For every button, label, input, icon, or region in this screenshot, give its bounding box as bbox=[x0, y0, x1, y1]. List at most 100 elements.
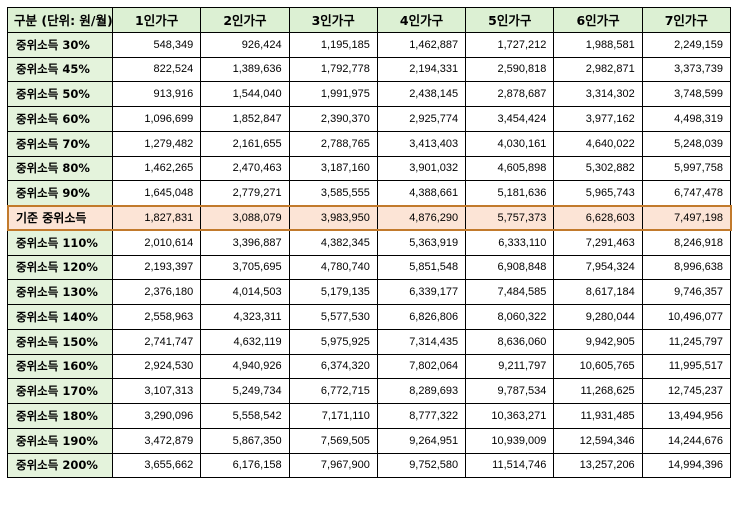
cell-4-person: 9,752,580 bbox=[376, 452, 467, 479]
row-label: 중위소득 50% bbox=[7, 81, 113, 107]
table-row: 중위소득 90% 1,645,048 2,779,271 3,585,555 4,388… bbox=[7, 180, 732, 206]
cell-5-person: 1,727,212 bbox=[465, 31, 555, 58]
cell-1-person: 1,462,265 bbox=[111, 155, 202, 182]
cell-3-person: 5,975,925 bbox=[288, 328, 378, 355]
cell-5-person: 9,211,797 bbox=[465, 353, 555, 380]
table-row: 중위소득 110% 2,010,614 3,396,887 4,382,345 5,36… bbox=[7, 229, 732, 256]
cell-6-person: 1,988,581 bbox=[553, 31, 643, 58]
table-row: 중위소득 80% 1,462,265 2,470,463 3,187,160 3,901… bbox=[7, 155, 732, 182]
cell-3-person: 3,983,950 bbox=[288, 205, 378, 231]
cell-7-person: 5,997,758 bbox=[641, 155, 732, 182]
row-label: 중위소득 30% bbox=[7, 31, 113, 58]
cell-5-person: 8,636,060 bbox=[465, 328, 555, 355]
row-label: 중위소득 80% bbox=[7, 155, 113, 182]
cell-3-person: 3,585,555 bbox=[288, 180, 378, 206]
cell-6-person: 5,965,743 bbox=[553, 180, 643, 206]
row-label: 중위소득 200% bbox=[7, 452, 113, 479]
cell-7-person: 5,248,039 bbox=[641, 130, 732, 157]
cell-5-person: 2,878,687 bbox=[465, 81, 555, 107]
cell-6-person: 2,982,871 bbox=[553, 56, 643, 83]
table-row: 중위소득 120% 2,193,397 3,705,695 4,780,740 5,85… bbox=[7, 254, 732, 281]
cell-7-person: 8,996,638 bbox=[641, 254, 732, 281]
cell-2-person: 3,396,887 bbox=[200, 229, 290, 256]
table-row: 중위소득 200% 3,655,662 6,176,158 7,967,900 9,75… bbox=[7, 452, 732, 479]
cell-2-person: 1,852,847 bbox=[200, 106, 290, 132]
cell-4-person: 3,901,032 bbox=[376, 155, 467, 182]
cell-1-person: 3,290,096 bbox=[111, 403, 202, 429]
cell-7-person: 2,249,159 bbox=[641, 31, 732, 58]
header-5-person: 5인가구 bbox=[465, 7, 555, 33]
cell-5-person: 5,757,373 bbox=[465, 205, 555, 231]
cell-2-person: 4,014,503 bbox=[200, 279, 290, 305]
row-label: 중위소득 110% bbox=[7, 229, 113, 256]
cell-7-person: 10,496,077 bbox=[641, 304, 732, 330]
cell-6-person: 4,640,022 bbox=[553, 130, 643, 157]
cell-7-person: 11,245,797 bbox=[641, 328, 732, 355]
cell-1-person: 2,741,747 bbox=[111, 328, 202, 355]
cell-7-person: 12,745,237 bbox=[641, 378, 732, 404]
header-row: 구분 (단위: 원/월) 1인가구 2인가구 3인가구 4인가구 5인가구 6인… bbox=[7, 7, 732, 33]
cell-2-person: 926,424 bbox=[200, 31, 290, 58]
header-1-person: 1인가구 bbox=[111, 7, 202, 33]
cell-2-person: 2,470,463 bbox=[200, 155, 290, 182]
cell-4-person: 5,363,919 bbox=[376, 229, 467, 256]
cell-1-person: 2,376,180 bbox=[111, 279, 202, 305]
cell-3-person: 3,187,160 bbox=[288, 155, 378, 182]
cell-6-person: 9,280,044 bbox=[553, 304, 643, 330]
cell-2-person: 2,779,271 bbox=[200, 180, 290, 206]
cell-1-person: 3,472,879 bbox=[111, 427, 202, 454]
cell-1-person: 2,010,614 bbox=[111, 229, 202, 256]
row-label: 중위소득 150% bbox=[7, 328, 113, 355]
cell-6-person: 11,268,625 bbox=[553, 378, 643, 404]
cell-3-person: 2,390,370 bbox=[288, 106, 378, 132]
cell-7-person: 3,373,739 bbox=[641, 56, 732, 83]
table-row: 중위소득 180% 3,290,096 5,558,542 7,171,110 8,77… bbox=[7, 403, 732, 429]
cell-4-person: 6,339,177 bbox=[376, 279, 467, 305]
cell-2-person: 3,088,079 bbox=[200, 205, 290, 231]
cell-6-person: 9,942,905 bbox=[553, 328, 643, 355]
cell-3-person: 4,780,740 bbox=[288, 254, 378, 281]
cell-6-person: 11,931,485 bbox=[553, 403, 643, 429]
cell-1-person: 1,645,048 bbox=[111, 180, 202, 206]
cell-1-person: 822,524 bbox=[111, 56, 202, 83]
cell-5-person: 3,454,424 bbox=[465, 106, 555, 132]
cell-5-person: 6,908,848 bbox=[465, 254, 555, 281]
row-label: 중위소득 160% bbox=[7, 353, 113, 380]
row-label: 중위소득 45% bbox=[7, 56, 113, 83]
cell-2-person: 3,705,695 bbox=[200, 254, 290, 281]
table-row: 중위소득 50% 913,916 1,544,040 1,991,975 2,438,1… bbox=[7, 81, 732, 107]
table-row: 중위소득 190% 3,472,879 5,867,350 7,569,505 9,26… bbox=[7, 427, 732, 454]
cell-3-person: 7,967,900 bbox=[288, 452, 378, 479]
cell-1-person: 2,558,963 bbox=[111, 304, 202, 330]
row-label: 중위소득 180% bbox=[7, 403, 113, 429]
cell-4-person: 9,264,951 bbox=[376, 427, 467, 454]
cell-2-person: 5,249,734 bbox=[200, 378, 290, 404]
cell-1-person: 2,924,530 bbox=[111, 353, 202, 380]
cell-4-person: 2,438,145 bbox=[376, 81, 467, 107]
cell-6-person: 10,605,765 bbox=[553, 353, 643, 380]
cell-4-person: 1,462,887 bbox=[376, 31, 467, 58]
cell-4-person: 8,289,693 bbox=[376, 378, 467, 404]
table-row: 중위소득 130% 2,376,180 4,014,503 5,179,135 6,33… bbox=[7, 279, 732, 305]
cell-7-person: 13,494,956 bbox=[641, 403, 732, 429]
table-row: 중위소득 70% 1,279,482 2,161,655 2,788,765 3,413… bbox=[7, 130, 732, 157]
cell-7-person: 3,748,599 bbox=[641, 81, 732, 107]
cell-3-person: 5,179,135 bbox=[288, 279, 378, 305]
cell-1-person: 913,916 bbox=[111, 81, 202, 107]
cell-3-person: 7,171,110 bbox=[288, 403, 378, 429]
table-body: 중위소득 30% 548,349 926,424 1,195,185 1,462,887… bbox=[6, 31, 732, 479]
header-2-person: 2인가구 bbox=[200, 7, 290, 33]
cell-1-person: 1,279,482 bbox=[111, 130, 202, 157]
table-row: 기준 중위소득 1,827,831 3,088,079 3,983,950 4,876,… bbox=[6, 204, 732, 232]
header-7-person: 7인가구 bbox=[641, 7, 732, 33]
median-income-table: 구분 (단위: 원/월) 1인가구 2인가구 3인가구 4인가구 5인가구 6인… bbox=[6, 7, 732, 479]
cell-5-person: 8,060,322 bbox=[465, 304, 555, 330]
cell-6-person: 8,617,184 bbox=[553, 279, 643, 305]
cell-6-person: 13,257,206 bbox=[553, 452, 643, 479]
cell-3-person: 2,788,765 bbox=[288, 130, 378, 157]
row-label: 중위소득 130% bbox=[7, 279, 113, 305]
table-row: 중위소득 150% 2,741,747 4,632,119 5,975,925 7,31… bbox=[7, 328, 732, 355]
row-label: 중위소득 170% bbox=[7, 378, 113, 404]
cell-7-person: 8,246,918 bbox=[641, 229, 732, 256]
cell-2-person: 5,867,350 bbox=[200, 427, 290, 454]
